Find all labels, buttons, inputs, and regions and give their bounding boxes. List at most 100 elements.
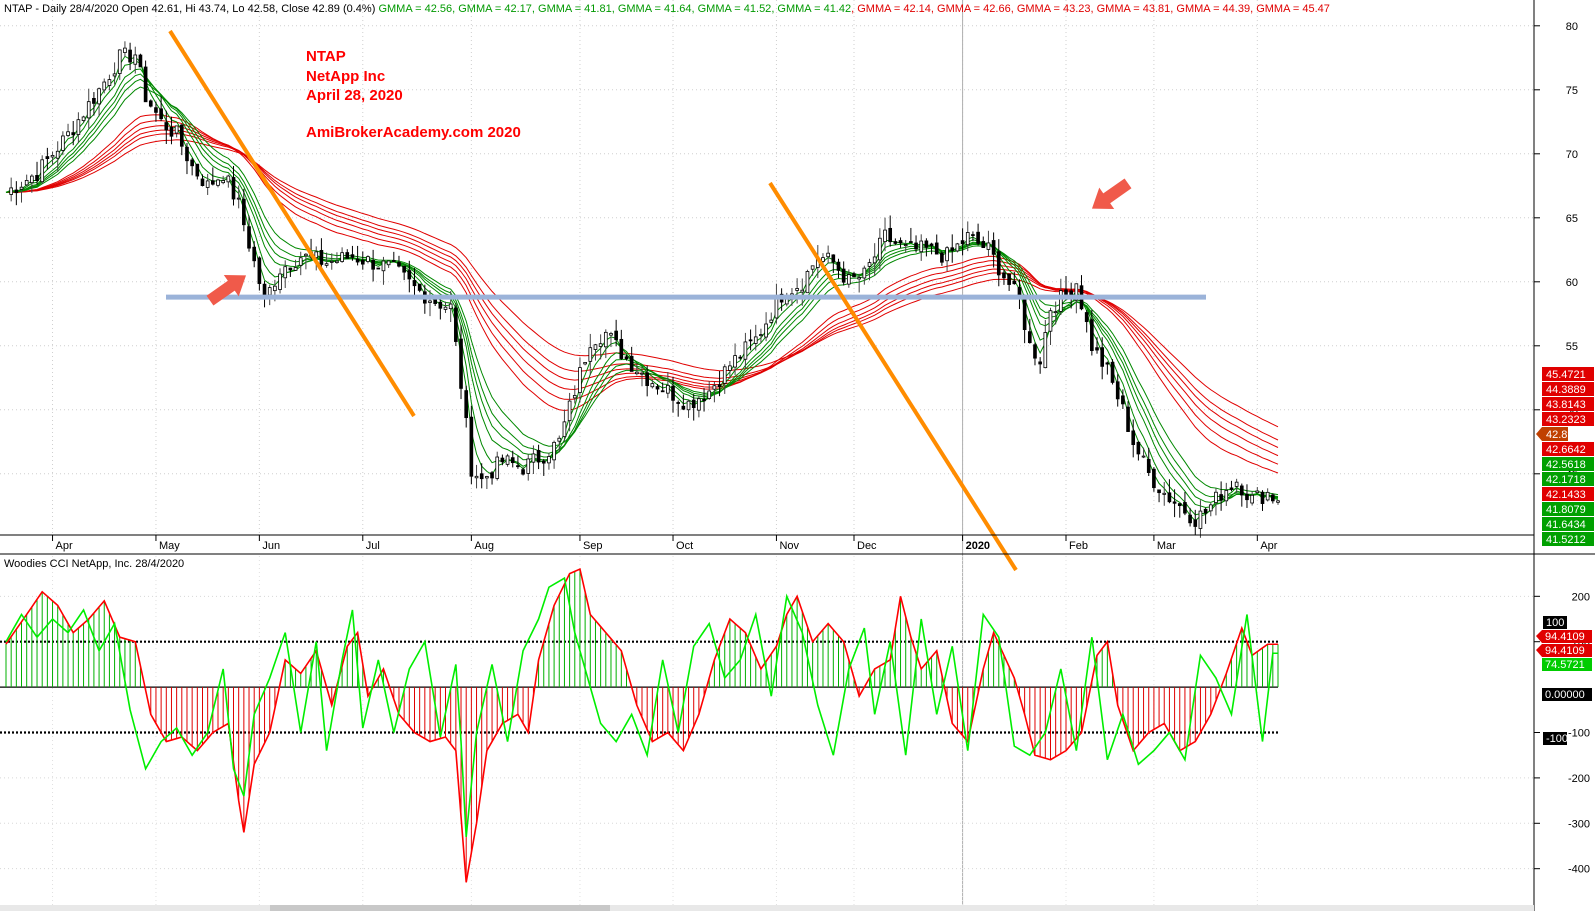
cci-tick-label: -200 bbox=[1568, 773, 1590, 785]
candle-up bbox=[945, 247, 949, 262]
candle-down bbox=[691, 399, 696, 409]
time-axis: Apr May Jun Jul Aug Sep Oct Nov Dec 2020 Feb Mar Apr bbox=[52, 535, 1278, 552]
candle-down bbox=[490, 472, 494, 479]
annotation-site: AmiBrokerAcademy.com 2020 bbox=[306, 124, 521, 141]
candle-down bbox=[242, 198, 246, 226]
candle-up bbox=[66, 131, 70, 136]
candle-down bbox=[159, 108, 163, 120]
scrollbar-thumb[interactable] bbox=[270, 905, 610, 911]
candle-up bbox=[965, 232, 970, 246]
candle-down bbox=[1188, 514, 1192, 524]
candle-down bbox=[371, 259, 375, 270]
header-gmma-3: , GMMA = 41.81 bbox=[532, 3, 612, 15]
candle-up bbox=[428, 300, 432, 303]
candle-up bbox=[474, 475, 479, 479]
candle-down bbox=[469, 416, 474, 477]
last-price-tag-bg bbox=[1536, 427, 1568, 441]
candle-down bbox=[831, 254, 836, 263]
candle-down bbox=[1090, 319, 1094, 351]
candle-down bbox=[1105, 362, 1110, 365]
candle-down bbox=[934, 242, 939, 255]
time-tick-label: Nov bbox=[779, 540, 799, 552]
candle-up bbox=[485, 476, 489, 479]
candle-up bbox=[728, 365, 732, 371]
candle-down bbox=[1146, 459, 1151, 473]
price-tag-bg bbox=[1542, 532, 1594, 546]
price-tag-bg bbox=[1542, 472, 1594, 486]
price-tick-label: 60 bbox=[1566, 277, 1578, 289]
arrow-shape bbox=[206, 275, 247, 306]
candle-down bbox=[1084, 312, 1089, 323]
candle-up bbox=[919, 240, 924, 253]
candle-up bbox=[955, 243, 960, 252]
price-tag-bg bbox=[1542, 412, 1594, 426]
time-tick-label: Jun bbox=[262, 540, 280, 552]
candle-up bbox=[867, 262, 872, 267]
candle-down bbox=[454, 307, 458, 342]
candle-down bbox=[500, 457, 505, 463]
candle-down bbox=[138, 54, 143, 68]
candle-down bbox=[676, 402, 681, 404]
candle-up bbox=[826, 252, 830, 258]
candle-up bbox=[567, 400, 572, 422]
scrollbar[interactable] bbox=[0, 905, 1534, 911]
candle-down bbox=[852, 273, 856, 278]
cci-tag-label: 0.00000 bbox=[1545, 689, 1585, 701]
arrow-shape bbox=[1091, 178, 1132, 209]
candle-up bbox=[283, 266, 288, 279]
candle-down bbox=[360, 259, 365, 265]
candle-down bbox=[1038, 361, 1042, 365]
candle-down bbox=[128, 49, 132, 63]
candle-up bbox=[872, 256, 877, 264]
candle-down bbox=[1183, 502, 1187, 514]
cci-tag-label: 74.5721 bbox=[1545, 659, 1585, 671]
candle-up bbox=[97, 88, 101, 105]
candle-down bbox=[288, 267, 293, 271]
candle-up bbox=[707, 390, 712, 399]
candle-up bbox=[273, 285, 277, 292]
candle-up bbox=[174, 125, 179, 134]
price-tag-label: 41.6434 bbox=[1546, 519, 1586, 531]
candle-up bbox=[857, 277, 861, 280]
candle-up bbox=[278, 273, 282, 290]
price-tag-label: 45.4721 bbox=[1546, 369, 1586, 381]
candle-down bbox=[1115, 381, 1120, 400]
candle-up bbox=[878, 237, 882, 261]
candle-down bbox=[169, 126, 174, 137]
header-gmma-4: , GMMA = 41.64 bbox=[612, 3, 692, 15]
candle-down bbox=[143, 66, 148, 103]
annotation-ticker: NTAP bbox=[306, 48, 346, 65]
candle-up bbox=[810, 265, 815, 270]
candle-up bbox=[583, 362, 587, 365]
candle-up bbox=[40, 159, 45, 183]
candle-down bbox=[619, 338, 624, 359]
candle-up bbox=[61, 135, 65, 151]
candle-down bbox=[655, 386, 660, 390]
candle-down bbox=[841, 268, 846, 283]
candle-down bbox=[924, 240, 929, 248]
candle-up bbox=[1074, 283, 1079, 301]
candle-down bbox=[479, 473, 484, 480]
candle-up bbox=[505, 455, 510, 465]
candle-down bbox=[345, 252, 350, 259]
header-gmma-10: , GMMA = 43.81 bbox=[1091, 3, 1171, 15]
candle-up bbox=[733, 355, 737, 368]
candle-up bbox=[847, 274, 851, 285]
candle-up bbox=[557, 437, 562, 442]
candle-up bbox=[903, 244, 908, 247]
candle-down bbox=[516, 465, 520, 468]
candle-up bbox=[1265, 491, 1270, 501]
price-tag-label: 43.2323 bbox=[1546, 414, 1586, 426]
cci-tick-label: -100 bbox=[1568, 728, 1590, 740]
header-gmma-12: , GMMA = 45.47 bbox=[1250, 3, 1330, 15]
candle-down bbox=[629, 355, 634, 372]
time-tick-label: Feb bbox=[1069, 540, 1088, 552]
candle-up bbox=[81, 116, 86, 121]
cci-tag-label: 94.4109 bbox=[1545, 631, 1585, 643]
candle-down bbox=[1131, 430, 1136, 445]
candle-down bbox=[1110, 361, 1115, 383]
candle-up bbox=[598, 343, 603, 347]
candle-down bbox=[991, 240, 996, 255]
